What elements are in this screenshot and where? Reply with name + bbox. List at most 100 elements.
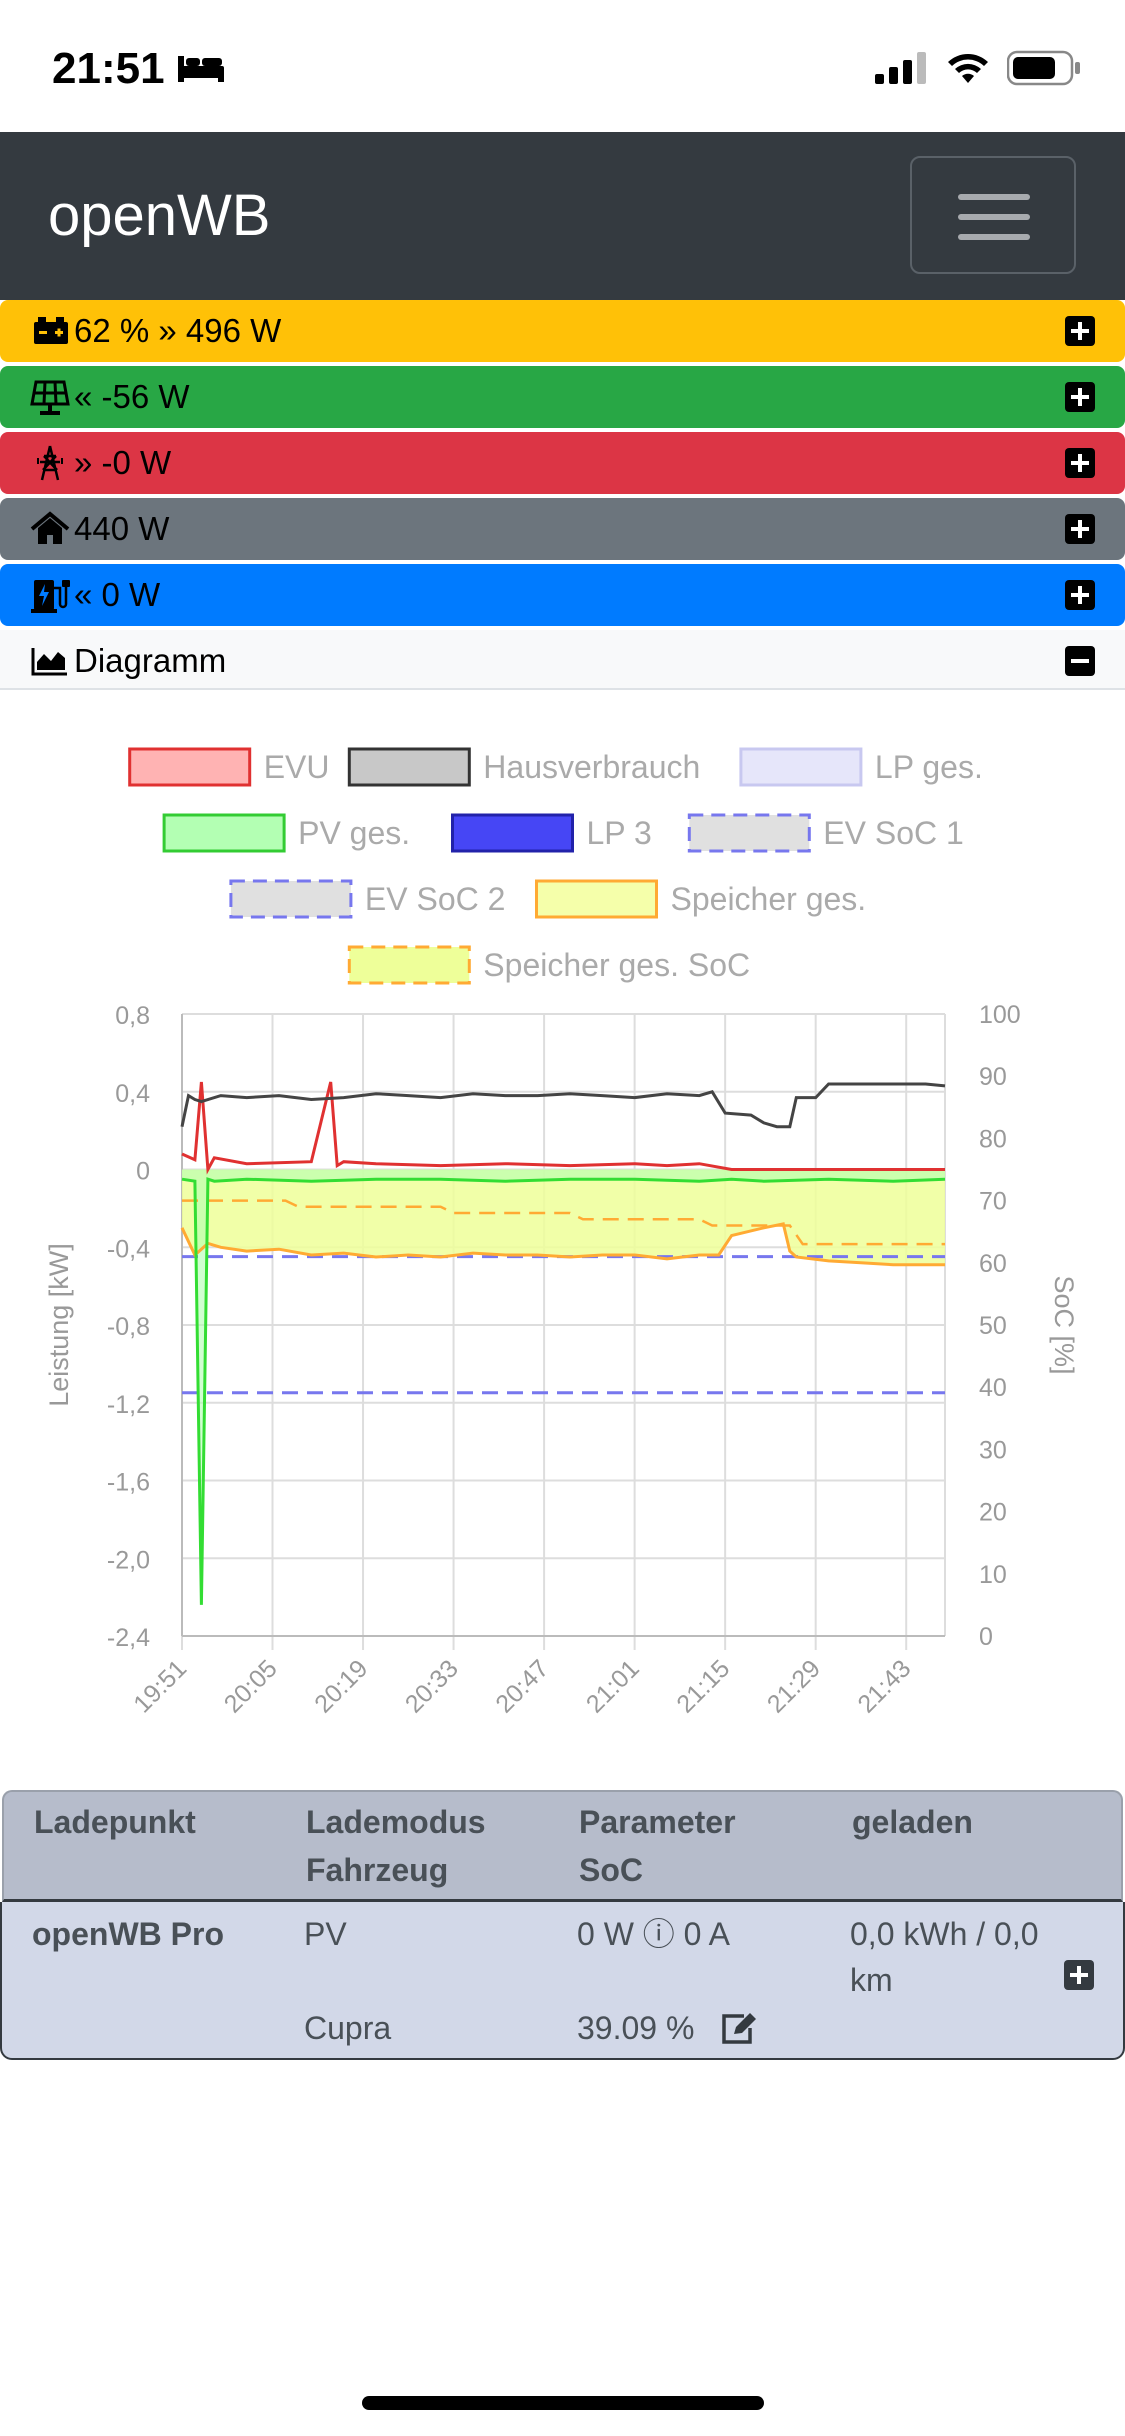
- lp-row[interactable]: « 0 W: [0, 564, 1125, 626]
- battery-row[interactable]: 62 % » 496 W: [0, 300, 1125, 362]
- table-header: Ladepunkt Lademodus Fahrzeug Parameter S…: [2, 1790, 1123, 1902]
- y-left-tick-7: -2,0: [107, 1546, 150, 1574]
- y-right-tick-9: 10: [979, 1561, 1007, 1589]
- legend-swatch-8: [347, 945, 471, 985]
- x-tick-3: 20:33: [400, 1654, 464, 1718]
- pv-value: « -56 W: [74, 378, 190, 415]
- battery-status-icon: [1007, 50, 1080, 86]
- y-left-label: Leistung [kW]: [44, 1243, 74, 1407]
- y-right-label: SoC [%]: [1049, 1275, 1079, 1374]
- evu-expand-button[interactable]: [1065, 448, 1095, 478]
- area-chart-icon: [31, 648, 67, 676]
- bed-icon: [178, 56, 224, 82]
- legend-label-4: LP 3: [587, 815, 652, 851]
- legend-label-7: Speicher ges.: [671, 881, 867, 917]
- y-left-tick-4: -0,8: [107, 1313, 150, 1341]
- charged-energy: 0,0 kWh / 0,0: [850, 1916, 1039, 1952]
- vehicle-name: Cupra: [304, 2010, 392, 2046]
- speicher-area: [182, 1169, 945, 1265]
- pv-expand-button[interactable]: [1065, 382, 1095, 412]
- status-time: 21:51: [52, 44, 165, 93]
- wifi-icon: [948, 54, 988, 83]
- x-tick-6: 21:15: [671, 1654, 735, 1718]
- status-bar: 21:51: [0, 0, 1125, 132]
- car-battery-icon: [34, 317, 68, 344]
- y-right-tick-7: 30: [979, 1436, 1007, 1464]
- chargepoint-expand-button[interactable]: [1064, 1960, 1094, 1990]
- battery-value: 62 % » 496 W: [74, 312, 282, 349]
- legend-label-6: EV SoC 2: [365, 881, 506, 917]
- hausverbrauch-line: [180, 1082, 946, 1129]
- legend-label-1: Hausverbrauch: [483, 749, 700, 785]
- x-tick-7: 21:29: [762, 1654, 826, 1718]
- solar-panel-icon: [30, 380, 70, 415]
- y-left-tick-8: -2,4: [107, 1624, 150, 1652]
- legend-swatch-2: [739, 747, 863, 787]
- y-right-tick-6: 40: [979, 1374, 1007, 1402]
- x-tick-0: 19:51: [128, 1654, 192, 1718]
- lp-expand-button[interactable]: [1065, 580, 1095, 610]
- legend-swatch-6: [229, 879, 353, 919]
- power-chart: EVU Hausverbrauch LP ges. PV ges. LP 3 EV SoC…: [0, 692, 1125, 1792]
- house-row[interactable]: 440 W: [0, 498, 1125, 560]
- legend-label-5: EV SoC 1: [823, 815, 964, 851]
- speicher-line: [180, 1222, 945, 1267]
- edit-icon[interactable]: [720, 2012, 758, 2046]
- legend-label-8: Speicher ges. SoC: [483, 947, 750, 983]
- evu-line: [181, 1081, 945, 1175]
- vehicle-soc: 39.09 %: [577, 2010, 695, 2046]
- header-lademodus: Lademodus: [306, 1804, 486, 1840]
- evu-value: » -0 W: [74, 444, 172, 481]
- y-right-tick-5: 50: [979, 1312, 1007, 1340]
- legend-label-2: LP ges.: [875, 749, 983, 785]
- lp-value: « 0 W: [74, 576, 161, 613]
- y-left-tick-6: -1,6: [107, 1469, 150, 1497]
- brand-title[interactable]: openWB: [48, 183, 271, 248]
- legend-swatch-4: [451, 813, 574, 853]
- legend-label-3: PV ges.: [298, 815, 410, 851]
- navbar: openWB: [0, 132, 1125, 300]
- chargepoint-name: openWB Pro: [32, 1916, 224, 1952]
- x-tick-4: 20:47: [490, 1654, 554, 1718]
- pv-row[interactable]: « -56 W: [0, 366, 1125, 428]
- house-value: 440 W: [74, 510, 170, 547]
- x-tick-5: 21:01: [581, 1654, 645, 1718]
- y-left-tick-2: 0: [136, 1158, 150, 1186]
- y-right-tick-0: 100: [979, 1001, 1021, 1029]
- y-left-tick-3: -0,4: [107, 1235, 150, 1263]
- y-left-tick-1: 0,4: [115, 1080, 150, 1108]
- charge-mode[interactable]: PV: [304, 1916, 347, 1952]
- header-soc: SoC: [579, 1852, 643, 1888]
- battery-expand-button[interactable]: [1065, 316, 1095, 346]
- y-right-tick-10: 0: [979, 1623, 993, 1651]
- signal-icon: [875, 52, 926, 84]
- legend-swatch-0: [128, 747, 252, 787]
- legend-label-0: EVU: [264, 749, 330, 785]
- y-right-tick-2: 80: [979, 1125, 1007, 1153]
- y-left-tick-5: -1,2: [107, 1391, 150, 1419]
- y-right-tick-1: 90: [979, 1063, 1007, 1091]
- legend-swatch-1: [347, 747, 471, 787]
- menu-toggle-button[interactable]: [910, 156, 1076, 274]
- header-fahrzeug: Fahrzeug: [306, 1852, 449, 1888]
- pv-line: [181, 1177, 946, 1605]
- y-right-tick-4: 60: [979, 1250, 1007, 1278]
- table-row[interactable]: openWB Pro PV Cupra 0 W ⓘ 0 A 39.09 % 0,…: [0, 1902, 1125, 2060]
- header-ladepunkt: Ladepunkt: [34, 1804, 196, 1840]
- x-tick-2: 20:19: [309, 1654, 373, 1718]
- power-tower-icon: [37, 445, 63, 481]
- evu-row[interactable]: » -0 W: [0, 432, 1125, 494]
- diagram-header[interactable]: Diagramm: [0, 630, 1125, 690]
- house-expand-button[interactable]: [1065, 514, 1095, 544]
- legend-swatch-7: [535, 879, 658, 919]
- y-right-tick-3: 70: [979, 1188, 1007, 1216]
- legend-swatch-3: [162, 813, 286, 853]
- charged-range-unit: km: [850, 1962, 893, 1998]
- diagram-collapse-button[interactable]: [1065, 646, 1095, 676]
- x-tick-1: 20:05: [219, 1654, 283, 1718]
- home-indicator: [362, 2396, 764, 2410]
- charge-parameter: 0 W ⓘ 0 A: [577, 1916, 730, 1952]
- x-tick-8: 21:43: [852, 1654, 916, 1718]
- y-right-tick-8: 20: [979, 1499, 1007, 1527]
- charging-station-icon: [31, 580, 70, 613]
